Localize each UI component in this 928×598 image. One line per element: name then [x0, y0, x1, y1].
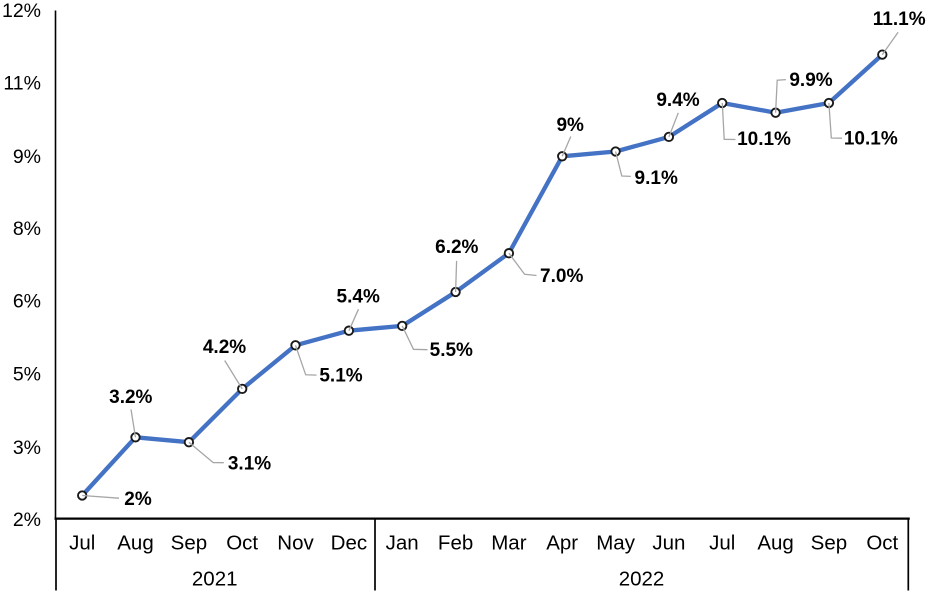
svg-text:12%: 12% — [2, 0, 41, 22]
svg-text:11.1%: 11.1% — [873, 9, 926, 30]
svg-text:11%: 11% — [3, 73, 41, 95]
svg-text:8%: 8% — [13, 218, 41, 240]
svg-text:Dec: Dec — [331, 532, 367, 555]
svg-text:Sep: Sep — [811, 532, 847, 555]
svg-text:9%: 9% — [556, 115, 584, 136]
svg-text:5%: 5% — [13, 364, 41, 386]
svg-text:6%: 6% — [13, 291, 41, 313]
svg-text:Jun: Jun — [652, 532, 685, 555]
svg-text:Jul: Jul — [709, 532, 735, 555]
svg-text:3.1%: 3.1% — [228, 453, 271, 474]
svg-text:Aug: Aug — [757, 532, 793, 555]
svg-text:3%: 3% — [13, 437, 41, 459]
svg-text:May: May — [596, 532, 635, 555]
svg-text:Jan: Jan — [386, 532, 419, 555]
svg-text:Jul: Jul — [69, 532, 95, 555]
svg-text:Aug: Aug — [117, 532, 153, 555]
svg-text:2%: 2% — [124, 489, 152, 510]
svg-text:Nov: Nov — [277, 532, 314, 555]
svg-text:2022: 2022 — [619, 567, 665, 590]
svg-text:4.2%: 4.2% — [203, 337, 246, 358]
svg-text:9.1%: 9.1% — [635, 168, 678, 189]
svg-text:9.9%: 9.9% — [789, 70, 832, 91]
svg-text:9.4%: 9.4% — [656, 90, 699, 111]
svg-text:Oct: Oct — [226, 532, 258, 555]
svg-text:3.2%: 3.2% — [109, 387, 152, 408]
svg-text:2021: 2021 — [192, 567, 238, 590]
svg-text:Sep: Sep — [171, 532, 207, 555]
svg-text:5.1%: 5.1% — [319, 365, 362, 386]
svg-text:10.1%: 10.1% — [844, 129, 898, 150]
svg-text:Oct: Oct — [866, 532, 898, 555]
svg-text:Mar: Mar — [491, 532, 526, 555]
svg-text:5.5%: 5.5% — [430, 340, 473, 361]
svg-text:6.2%: 6.2% — [435, 237, 478, 258]
svg-text:9%: 9% — [13, 146, 41, 168]
svg-text:7.0%: 7.0% — [540, 266, 583, 287]
svg-text:Apr: Apr — [546, 532, 578, 555]
svg-text:5.4%: 5.4% — [337, 287, 380, 308]
svg-text:Feb: Feb — [438, 532, 473, 555]
svg-text:10.1%: 10.1% — [737, 129, 791, 150]
svg-text:2%: 2% — [13, 509, 41, 531]
